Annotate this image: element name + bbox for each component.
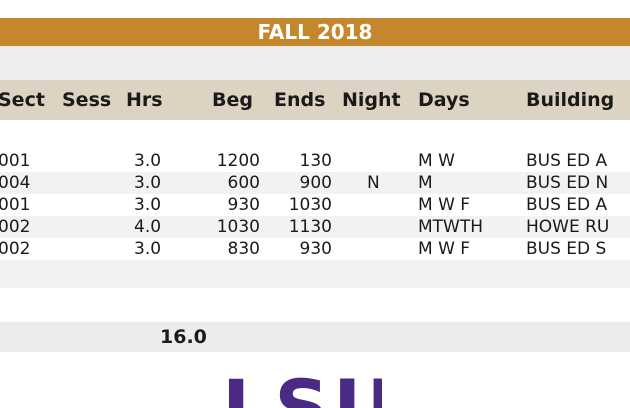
cell-beg: 1030 xyxy=(216,217,260,237)
col-sect: Sect xyxy=(0,89,45,111)
cell-sect: 004 xyxy=(0,173,31,193)
cell-hrs: 3.0 xyxy=(134,195,162,215)
cell-building: HOWE RU xyxy=(526,217,610,237)
cell-sect: 001 xyxy=(0,151,31,171)
table-spacer xyxy=(0,260,630,288)
lsu-logo: LSU xyxy=(222,368,382,408)
cell-building: BUS ED N xyxy=(526,173,609,193)
cell-building: BUS ED S xyxy=(526,239,607,259)
col-days: Days xyxy=(418,89,470,111)
cell-days: M W xyxy=(418,151,455,171)
col-sess: Sess xyxy=(62,89,112,111)
cell-days: M W F xyxy=(418,239,471,259)
table-row[interactable]: 001 3.0 930 1030 M W F BUS ED A xyxy=(0,194,630,216)
col-ends: Ends xyxy=(274,89,326,111)
table-spacer xyxy=(0,120,630,148)
cell-ends: 1130 xyxy=(288,217,332,237)
cell-days: MTWTH xyxy=(418,217,484,237)
cell-hrs: 3.0 xyxy=(134,173,162,193)
col-building: Building xyxy=(526,89,615,111)
header-spacer xyxy=(0,46,630,80)
term-title: FALL 2018 xyxy=(257,20,373,44)
column-header-row: Sect Sess Hrs Beg Ends Night Days Buildi… xyxy=(0,80,630,120)
cell-building: BUS ED A xyxy=(526,151,608,171)
cell-beg: 830 xyxy=(227,239,260,259)
cell-days: M W F xyxy=(418,195,471,215)
cell-hrs: 3.0 xyxy=(134,151,162,171)
cell-beg: 1200 xyxy=(216,151,260,171)
cell-ends: 930 xyxy=(299,239,332,259)
total-hours-bar: 16.0 xyxy=(0,322,630,352)
cell-sect: 001 xyxy=(0,195,31,215)
lsu-logo-text: LSU xyxy=(222,368,382,408)
cell-ends: 900 xyxy=(299,173,332,193)
cell-beg: 930 xyxy=(227,195,260,215)
cell-night: N xyxy=(367,173,380,193)
cell-hrs: 4.0 xyxy=(134,217,162,237)
table-row[interactable]: 002 3.0 830 930 M W F BUS ED S xyxy=(0,238,630,260)
col-night: Night xyxy=(342,89,401,111)
table-row[interactable]: 002 4.0 1030 1130 MTWTH HOWE RU xyxy=(0,216,630,238)
total-hours: 16.0 xyxy=(160,326,207,348)
cell-ends: 1030 xyxy=(288,195,332,215)
cell-ends: 130 xyxy=(299,151,332,171)
cell-beg: 600 xyxy=(227,173,260,193)
cell-sect: 002 xyxy=(0,217,31,237)
cell-building: BUS ED A xyxy=(526,195,608,215)
col-hrs: Hrs xyxy=(126,89,163,111)
cell-sect: 002 xyxy=(0,239,31,259)
table-row[interactable]: 004 3.0 600 900 N M BUS ED N xyxy=(0,172,630,194)
cell-hrs: 3.0 xyxy=(134,239,162,259)
col-beg: Beg xyxy=(212,89,253,111)
cell-days: M xyxy=(418,173,433,193)
table-row[interactable]: 001 3.0 1200 130 M W BUS ED A xyxy=(0,150,630,172)
term-header: FALL 2018 xyxy=(0,18,630,46)
